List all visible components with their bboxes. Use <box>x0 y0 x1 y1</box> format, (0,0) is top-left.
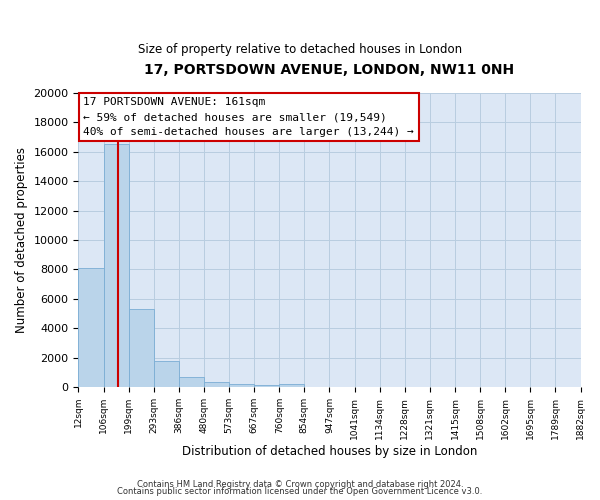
Title: 17, PORTSDOWN AVENUE, LONDON, NW11 0NH: 17, PORTSDOWN AVENUE, LONDON, NW11 0NH <box>145 62 515 76</box>
Bar <box>104 144 128 387</box>
Bar <box>154 360 179 387</box>
Y-axis label: Number of detached properties: Number of detached properties <box>15 147 28 333</box>
Bar <box>229 384 254 387</box>
Bar <box>279 384 304 387</box>
Bar <box>254 385 279 387</box>
Text: Contains HM Land Registry data © Crown copyright and database right 2024.: Contains HM Land Registry data © Crown c… <box>137 480 463 489</box>
Text: Contains public sector information licensed under the Open Government Licence v3: Contains public sector information licen… <box>118 488 482 496</box>
X-axis label: Distribution of detached houses by size in London: Distribution of detached houses by size … <box>182 444 477 458</box>
Text: 17 PORTSDOWN AVENUE: 161sqm
← 59% of detached houses are smaller (19,549)
40% of: 17 PORTSDOWN AVENUE: 161sqm ← 59% of det… <box>83 98 414 137</box>
Bar <box>179 377 204 387</box>
Bar <box>79 268 104 387</box>
Bar <box>128 309 154 387</box>
Bar <box>204 382 229 387</box>
Text: Size of property relative to detached houses in London: Size of property relative to detached ho… <box>138 42 462 56</box>
